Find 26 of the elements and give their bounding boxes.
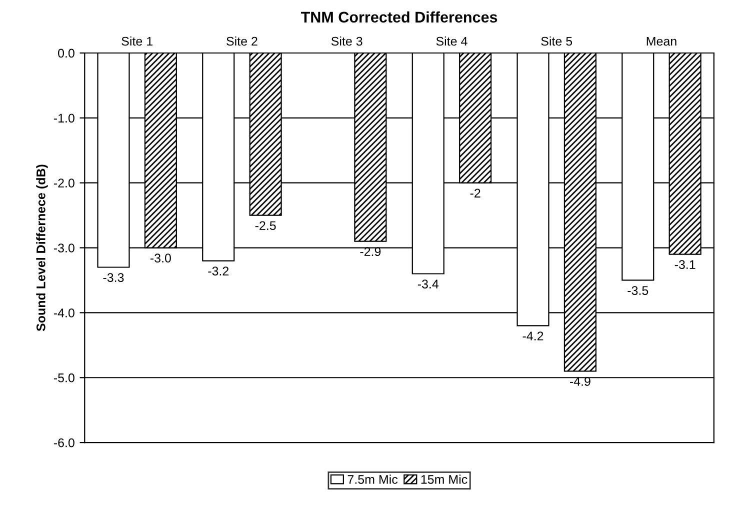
y-tick-label: -6.0 <box>54 438 74 448</box>
x-tick-label: Site 3 <box>331 36 362 46</box>
data-label: -3.3 <box>103 273 124 282</box>
y-tick-label: -3.0 <box>54 244 74 252</box>
y-tick-label: 0.0 <box>58 48 74 58</box>
x-tick-label: Mean <box>646 36 676 46</box>
y-axis-title: Sound Level Differnece (dB) <box>36 164 48 332</box>
data-label: -3.1 <box>674 260 696 270</box>
x-tick-label: Site 4 <box>436 36 468 46</box>
y-tick-label: -5.0 <box>54 373 74 382</box>
data-label: -3.2 <box>208 266 229 276</box>
y-tick-label: -2.0 <box>54 178 74 188</box>
data-label: -2 <box>470 188 480 198</box>
x-tick-label: Site 2 <box>226 36 258 46</box>
data-label: -3.0 <box>150 254 171 263</box>
data-label: -3.5 <box>628 286 648 295</box>
x-tick-label: Site 1 <box>122 36 152 46</box>
data-label: -2.5 <box>255 221 276 230</box>
chart-title: TNM Corrected Differences <box>300 11 498 23</box>
legend-label: 7.5m Mic <box>348 474 398 484</box>
y-tick-label: -1.0 <box>54 114 74 123</box>
data-label: -3.4 <box>418 280 439 288</box>
data-label: -4.2 <box>522 332 544 340</box>
legend-label: 15m Mic <box>421 474 468 484</box>
x-tick-label: Site 5 <box>541 36 572 46</box>
y-tick-label: -4.0 <box>54 308 74 318</box>
